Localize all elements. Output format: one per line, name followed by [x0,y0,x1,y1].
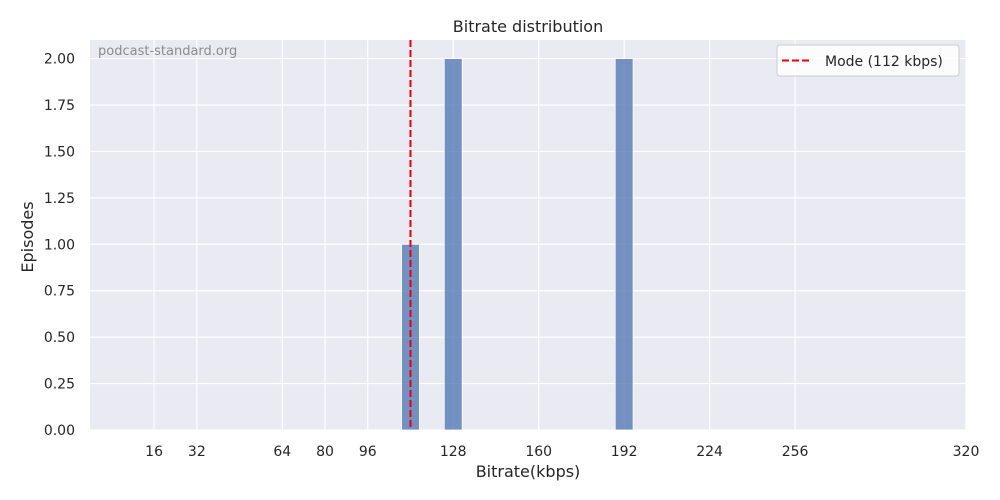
histogram-bar [443,58,463,431]
y-axis-label: Episodes [18,201,37,272]
x-tick-label: 224 [696,444,723,460]
x-tick-label: 256 [782,444,809,460]
x-axis-ticks: 16 32 64 80 96 128 160 192 224 256 320 [145,444,979,460]
x-tick-label: 64 [273,444,291,460]
x-tick-label: 80 [316,444,334,460]
y-tick-label: 0.50 [44,330,75,346]
x-tick-label: 160 [525,444,552,460]
y-tick-label: 2.00 [44,52,75,68]
x-axis-label: Bitrate(kbps) [476,462,581,481]
y-tick-label: 1.75 [44,98,75,114]
plot-area [90,40,966,430]
y-tick-label: 1.25 [44,191,75,207]
x-tick-label: 32 [188,444,206,460]
y-axis-ticks: 0.00 0.25 0.50 0.75 1.00 1.25 1.50 1.75 2.00 [44,52,75,439]
y-tick-label: 0.75 [44,284,75,300]
histogram-bars [401,58,634,431]
chart-title: Bitrate distribution [453,17,603,36]
watermark-text: podcast-standard.org [98,44,237,59]
legend-box [776,44,960,77]
y-tick-label: 0.00 [44,423,75,439]
x-tick-label: 128 [440,444,467,460]
x-tick-label: 320 [953,444,980,460]
y-tick-label: 0.25 [44,377,75,393]
x-tick-label: 96 [359,444,377,460]
legend-mode-label: Mode (112 kbps) [825,54,943,70]
legend: Mode (112 kbps) [776,44,960,77]
y-tick-label: 1.50 [44,144,75,160]
y-tick-label: 1.00 [44,237,75,253]
histogram-bar [614,58,634,431]
x-tick-label: 192 [611,444,638,460]
x-tick-label: 16 [145,444,163,460]
